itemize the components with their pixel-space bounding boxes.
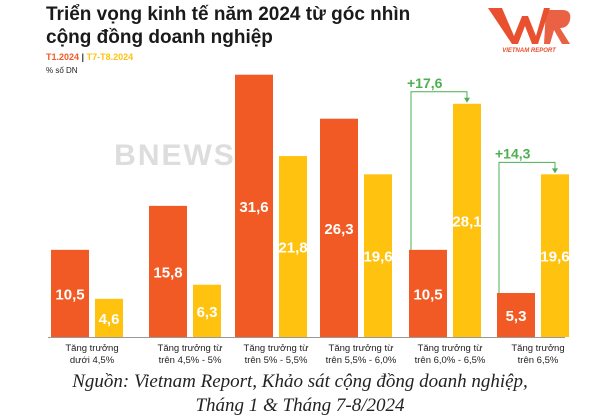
bar-t7-t8-2024 [193,284,221,337]
data-label: 5,3 [506,308,527,325]
data-label: 10,5 [413,286,442,303]
annotation-arrow [498,161,556,294]
data-label: 10,5 [55,286,84,303]
category-label: Tăng trưởng từ [158,343,224,354]
data-label: 31,6 [239,199,268,216]
category-label: Tăng trưởng từ [418,343,484,354]
bar-t7-t8-2024 [541,174,569,337]
data-label: 19,6 [540,249,569,266]
category-label: trên 5% - 5,5% [245,355,308,366]
category-label: dưới 4,5% [70,355,115,366]
data-label: 15,8 [153,264,182,281]
bar-t1-2024 [320,118,358,338]
data-label: 26,3 [324,221,353,238]
bar-t7-t8-2024 [364,174,392,337]
category-label: Tăng trưởng từ [244,343,310,354]
bar-t1-2024 [409,249,447,337]
category-label: Tăng trưởng [65,343,118,354]
category-label: Tăng trưởng từ [329,343,395,354]
annotation-label: +14,3 [495,145,531,161]
annotation-arrow [410,91,468,250]
source-line-2: Tháng 1 & Tháng 7-8/2024 [195,395,405,416]
vietnam-report-logo: VIETNAM REPORT [488,8,571,54]
category-label: trên 6,0% - 6,5% [415,355,486,366]
bar-t1-2024 [51,249,89,337]
data-label: 4,6 [99,311,120,328]
arrow-head-icon [552,168,558,174]
watermark: BNEWS [114,139,236,172]
category-label: trên 4,5% - 5% [159,355,222,366]
data-label: 6,3 [197,304,218,321]
arrow-head-icon [464,97,470,103]
legend-series-1: T1.2024 [46,52,80,62]
annotation-label: +17,6 [407,75,443,91]
legend-series-2: T7-T8.2024 [86,52,134,62]
data-label: 21,8 [278,240,307,257]
legend: T1.2024 | T7-T8.2024 [46,52,133,62]
data-label: 28,1 [452,213,481,230]
legend-separator: | [81,52,85,62]
source-note: Nguồn: Vietnam Report, Khảo sát cộng đồn… [0,370,600,418]
unit-label: % số DN [46,66,78,75]
bar-t1-2024 [149,205,187,337]
bar-t7-t8-2024 [279,156,307,337]
data-label: 19,6 [363,249,392,266]
bar-t1-2024 [235,74,273,337]
bar-t7-t8-2024 [95,298,123,337]
source-line-1: Nguồn: Vietnam Report, Khảo sát cộng đồn… [72,371,528,392]
category-label: trên 5,5% - 6,0% [326,355,397,366]
logo-subtext: VIETNAM REPORT [502,48,557,54]
bar-t7-t8-2024 [453,103,481,338]
category-label: trên 6,5% [518,355,559,366]
bar-t1-2024 [497,293,535,337]
category-label: Tăng trưởng [511,343,564,354]
chart-title: Triển vọng kinh tế năm 2024 từ góc nhìn … [46,4,411,48]
